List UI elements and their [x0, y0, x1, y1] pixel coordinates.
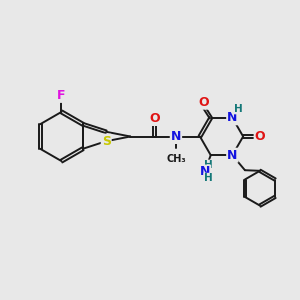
Text: O: O	[198, 96, 208, 109]
Text: N: N	[200, 165, 211, 178]
Text: N: N	[171, 130, 181, 143]
Text: H: H	[204, 173, 213, 183]
Text: CH₃: CH₃	[166, 154, 186, 164]
Text: N: N	[227, 149, 238, 162]
Text: H: H	[234, 104, 243, 114]
Text: N: N	[227, 111, 238, 124]
Text: F: F	[57, 89, 66, 102]
Text: S: S	[102, 135, 111, 148]
Text: O: O	[149, 112, 160, 125]
Text: O: O	[255, 130, 265, 143]
Text: H: H	[204, 160, 213, 170]
